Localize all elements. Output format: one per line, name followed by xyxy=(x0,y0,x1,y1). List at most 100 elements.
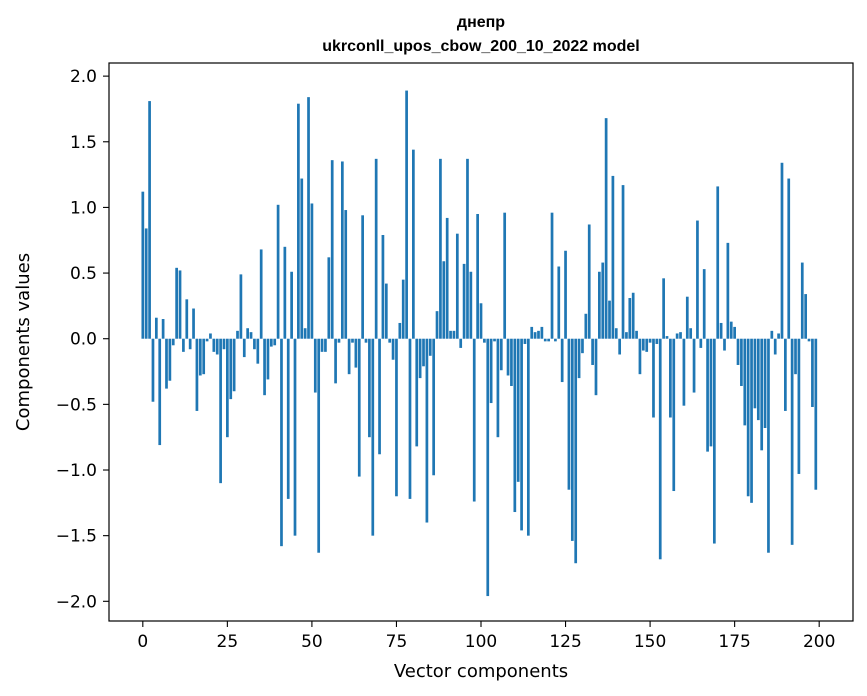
bar-component-188 xyxy=(777,333,780,339)
bar-component-134 xyxy=(594,338,598,396)
y-axis-label: Components values xyxy=(13,253,34,431)
bar-component-122 xyxy=(554,338,557,342)
bar-component-54 xyxy=(324,338,327,352)
bar-component-111 xyxy=(516,338,520,482)
bar-component-112 xyxy=(520,338,523,531)
bar-component-32 xyxy=(249,332,253,339)
y-tick-label: 1.0 xyxy=(70,198,97,218)
bar-component-171 xyxy=(719,322,723,339)
bar-component-106 xyxy=(499,338,503,371)
bar-component-44 xyxy=(290,271,293,339)
bar-component-71 xyxy=(381,235,385,339)
bar-component-72 xyxy=(384,283,388,339)
y-tick-label: −2.0 xyxy=(56,592,97,612)
bar-component-92 xyxy=(452,330,456,339)
chart-subtitle: ukrconll_upos_cbow_200_10_2022 model xyxy=(322,38,639,55)
bar-component-13 xyxy=(185,299,189,339)
bar-component-192 xyxy=(790,338,794,545)
bar-component-156 xyxy=(669,338,672,418)
bar-component-103 xyxy=(489,338,493,404)
bar-component-86 xyxy=(432,338,436,476)
bar-component-55 xyxy=(327,257,331,339)
bar-component-10 xyxy=(175,267,178,339)
bar-component-108 xyxy=(506,338,510,376)
bar-component-117 xyxy=(537,330,540,339)
bar-component-49 xyxy=(307,97,310,339)
bar-component-128 xyxy=(574,338,578,564)
x-tick-label: 50 xyxy=(301,632,323,652)
bar-component-23 xyxy=(219,338,222,484)
bar-component-174 xyxy=(729,321,733,339)
bar-component-146 xyxy=(635,330,638,339)
y-tick-label: −1.0 xyxy=(56,461,97,481)
bar-component-74 xyxy=(391,338,395,360)
bar-component-93 xyxy=(455,233,459,339)
bar-component-19 xyxy=(205,338,209,342)
bar-component-150 xyxy=(648,338,652,343)
y-tick-label: −1.5 xyxy=(56,527,97,547)
bar-component-28 xyxy=(236,330,239,339)
x-tick-label: 100 xyxy=(465,632,497,652)
bar-component-1 xyxy=(144,228,148,339)
y-tick-label: 0.0 xyxy=(70,330,97,350)
bar-component-70 xyxy=(378,338,381,455)
bar-component-155 xyxy=(665,336,669,339)
bar-component-183 xyxy=(760,338,764,451)
x-tick-label: 175 xyxy=(718,632,750,652)
y-tick-label: 0.5 xyxy=(70,264,97,284)
bar-component-102 xyxy=(486,338,490,597)
bar-component-142 xyxy=(621,185,625,339)
bar-component-114 xyxy=(526,338,530,536)
bar-component-176 xyxy=(736,338,740,365)
bar-component-17 xyxy=(198,338,202,376)
bar-component-21 xyxy=(212,338,216,352)
bar-component-138 xyxy=(608,300,611,339)
bar-component-77 xyxy=(401,279,405,339)
bar-component-167 xyxy=(706,338,709,452)
bar-component-199 xyxy=(814,338,818,490)
bar-component-173 xyxy=(726,242,730,339)
bar-component-79 xyxy=(408,338,412,499)
bar-component-125 xyxy=(564,250,567,339)
bar-component-2 xyxy=(148,101,151,339)
bar-component-15 xyxy=(192,308,195,339)
bar-component-45 xyxy=(293,338,297,536)
bar-component-47 xyxy=(300,178,304,339)
bar-component-39 xyxy=(273,338,277,346)
bar-component-198 xyxy=(811,338,814,407)
bar-component-9 xyxy=(171,338,175,346)
bar-component-25 xyxy=(226,338,229,438)
bar-component-67 xyxy=(368,338,371,438)
bar-component-197 xyxy=(807,338,811,342)
bar-component-27 xyxy=(232,338,236,392)
bar-component-36 xyxy=(263,338,266,396)
bar-component-84 xyxy=(425,338,429,523)
bar-component-46 xyxy=(297,103,300,339)
bar-component-96 xyxy=(466,158,469,339)
x-tick-label: 125 xyxy=(549,632,581,652)
bar-component-133 xyxy=(591,338,594,365)
bar-component-159 xyxy=(679,332,682,339)
bar-component-136 xyxy=(601,262,605,339)
bar-component-104 xyxy=(493,338,496,342)
bar-component-193 xyxy=(794,338,797,375)
chart-title: днепр xyxy=(457,14,505,31)
bar-component-34 xyxy=(256,338,260,364)
bar-component-120 xyxy=(547,338,550,342)
bar-component-5 xyxy=(158,338,162,446)
bar-component-58 xyxy=(337,338,341,343)
bar-component-110 xyxy=(513,338,517,513)
bar-series xyxy=(141,90,818,597)
bar-component-91 xyxy=(449,330,452,339)
bar-component-170 xyxy=(716,186,720,339)
bar-component-127 xyxy=(570,338,574,541)
bar-component-185 xyxy=(767,338,770,553)
bar-component-14 xyxy=(188,338,192,350)
bar-component-137 xyxy=(604,118,608,339)
bar-component-24 xyxy=(222,338,226,350)
bar-component-41 xyxy=(280,338,283,547)
bar-component-56 xyxy=(330,160,334,339)
bar-component-109 xyxy=(510,338,513,386)
bar-component-157 xyxy=(672,338,676,492)
